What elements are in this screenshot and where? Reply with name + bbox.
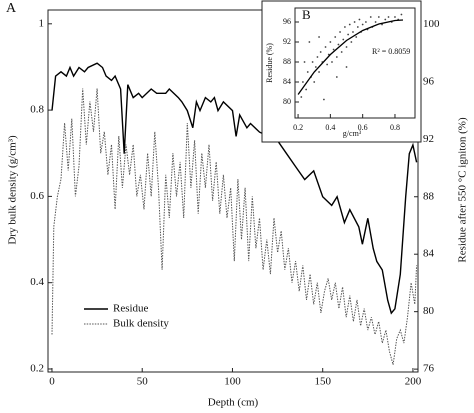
scatter-point: [311, 61, 314, 63]
scatter-point: [302, 81, 304, 83]
scatter-point: [306, 71, 309, 73]
scatter-point: [319, 51, 322, 53]
scatter-point: [384, 18, 387, 21]
legend-label: Residue: [113, 303, 149, 315]
y-tick-label: 88: [283, 57, 291, 66]
y2-axis-label: Residue after 550 °C igniton (%): [457, 117, 469, 263]
scatter-point: [365, 21, 367, 23]
y2-tick-label: 80: [423, 305, 435, 317]
scatter-point: [350, 41, 353, 43]
scatter-point: [332, 48, 335, 51]
legend-label: Bulk density: [113, 318, 169, 330]
data-line: [51, 88, 418, 365]
y-tick-label: 0.6: [30, 190, 44, 202]
x-tick-label: 0: [49, 376, 55, 388]
y-tick-label: 0.4: [30, 276, 44, 288]
y-tick-label: 1: [39, 17, 45, 29]
scatter-point: [345, 66, 348, 68]
scatter-point: [313, 81, 316, 83]
y2-tick-label: 96: [423, 75, 435, 87]
scatter-point: [352, 31, 354, 33]
x-axis-label: g/cm³: [343, 129, 362, 138]
scatter-point: [394, 16, 396, 18]
scatter-point: [303, 61, 306, 63]
scatter-point: [337, 43, 340, 46]
scatter-point: [300, 96, 303, 98]
scatter-point: [329, 41, 332, 43]
x-tick-label: 200: [405, 376, 422, 388]
y2-tick-label: 84: [423, 248, 435, 260]
scatter-point: [400, 13, 403, 16]
y-tick-label: 84: [283, 77, 291, 86]
scatter-point: [387, 16, 390, 18]
y2-tick-label: 88: [423, 190, 435, 202]
scatter-point: [326, 63, 329, 66]
scatter-point: [340, 51, 343, 53]
annotation: R² = 0.8059: [372, 47, 410, 56]
y-axis-label: Residue (%): [265, 43, 274, 83]
scatter-point: [342, 38, 345, 41]
x-tick-label: 100: [224, 376, 241, 388]
scatter-point: [308, 41, 311, 43]
x-tick-label: 50: [137, 376, 149, 388]
scatter-point: [335, 56, 338, 58]
fit-curve: [297, 19, 404, 95]
panel-label: A: [6, 1, 17, 16]
scatter-point: [316, 56, 319, 58]
x-tick-label: 150: [314, 376, 331, 388]
y2-tick-label: 100: [423, 18, 440, 30]
x-tick-label: 0.6: [358, 123, 368, 132]
scatter-point: [334, 36, 337, 38]
scatter-point: [347, 33, 350, 36]
y-tick-label: 92: [283, 37, 291, 46]
scatter-point: [324, 46, 327, 48]
y2-tick-label: 76: [423, 363, 435, 375]
y2-tick-label: 92: [423, 133, 434, 145]
scatter-point: [356, 26, 359, 28]
scatter-point: [361, 23, 364, 26]
scatter-point: [377, 16, 380, 18]
panel-label: B: [302, 7, 311, 22]
inset-frame: [294, 7, 416, 119]
y-tick-label: 0.2: [30, 363, 44, 375]
x-tick-label: 0.2: [293, 123, 303, 132]
scatter-point: [339, 31, 341, 33]
scatter-point: [348, 23, 351, 26]
scatter-point: [331, 61, 333, 63]
x-tick-label: 0.4: [325, 123, 335, 132]
x-axis-label: Depth (cm): [208, 397, 259, 409]
scatter-point: [318, 71, 320, 73]
plot-frame: [47, 9, 419, 373]
y-tick-label: 0.8: [30, 104, 44, 116]
scatter-point: [358, 18, 361, 21]
y-axis-label: Dry bulk density (g/cm³): [7, 135, 19, 245]
scatter-point: [305, 88, 308, 91]
y-tick-label: 80: [283, 97, 291, 106]
scatter-point: [314, 66, 317, 68]
x-tick-label: 0.8: [390, 123, 400, 132]
scatter-point: [353, 21, 356, 23]
scatter-point: [355, 36, 358, 38]
scatter-point: [318, 36, 320, 38]
scatter-point: [344, 26, 346, 28]
scatter-point: [323, 98, 325, 101]
scatter-point: [369, 16, 372, 18]
scatter-point: [335, 76, 338, 78]
data-line: [51, 62, 418, 315]
scatter-point: [374, 21, 377, 23]
y-tick-label: 96: [283, 17, 291, 26]
scatter-point: [345, 46, 348, 48]
